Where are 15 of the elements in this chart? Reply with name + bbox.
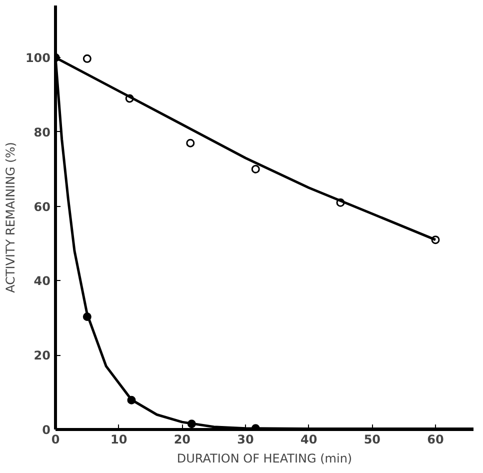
y-tick-label: 80	[34, 125, 51, 140]
x-tick-label: 60	[427, 432, 444, 446]
x-tick-label: 50	[364, 432, 381, 446]
x-tick-label: 20	[174, 432, 191, 446]
x-tick-label: 30	[237, 432, 254, 446]
x-tick-label: 10	[110, 432, 128, 446]
x-tick-label: 40	[300, 432, 318, 446]
y-axis-title: ACTIVITY REMAINING (%)	[3, 142, 18, 293]
y-tick-label: 100	[25, 51, 51, 66]
y-tick-label: 40	[34, 274, 51, 288]
y-tick-label: 20	[34, 348, 51, 363]
x-axis-title: DURATION OF HEATING (min)	[176, 452, 352, 466]
y-tick-label: 60	[34, 200, 51, 214]
y-tick-label: 0	[42, 423, 51, 437]
x-tick-label: 0	[51, 432, 60, 446]
